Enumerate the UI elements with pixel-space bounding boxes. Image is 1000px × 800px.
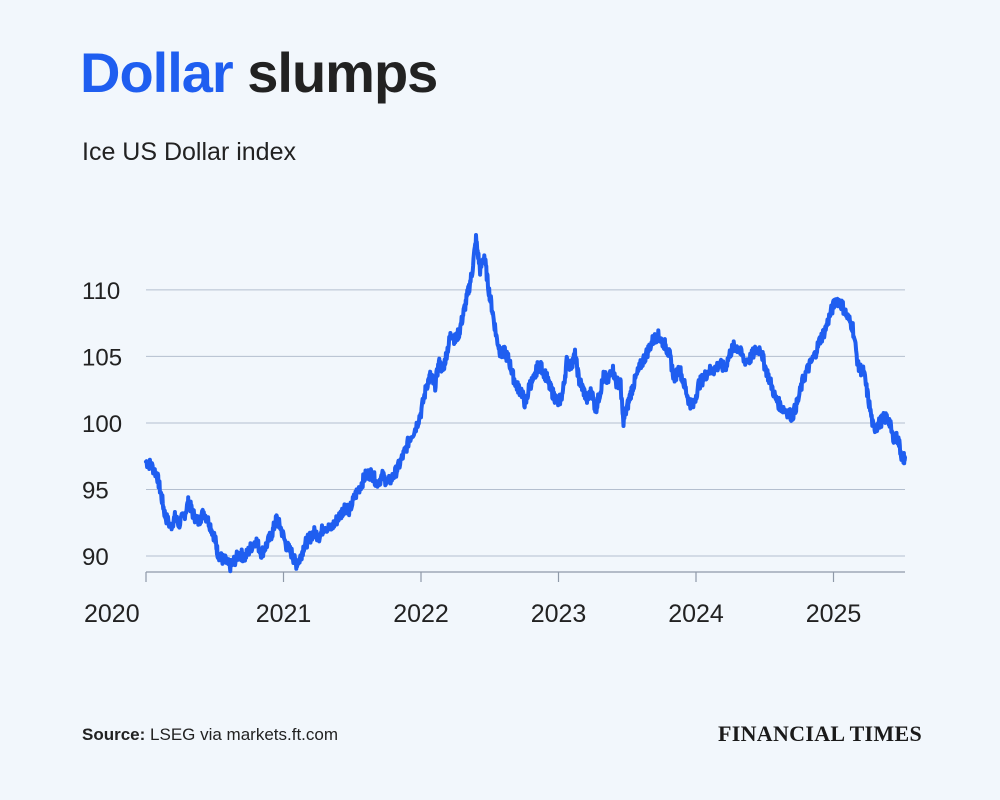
- x-tick-label-2020: 2020: [84, 600, 140, 628]
- source-note: Source: LSEG via markets.ft.com: [82, 725, 338, 745]
- source-label: Source:: [82, 725, 146, 744]
- y-tick-label-90: 90: [82, 544, 109, 571]
- x-tick-label-2024: 2024: [668, 600, 724, 628]
- source-text: LSEG via markets.ft.com: [145, 725, 339, 744]
- y-tick-label-95: 95: [82, 477, 109, 504]
- series-line-dollar-index: [144, 233, 907, 574]
- y-tick-label-100: 100: [82, 411, 122, 438]
- x-tick-label-2022: 2022: [393, 600, 449, 628]
- financial-times-logo: FINANCIAL TIMES: [718, 721, 922, 746]
- title-accent-word: Dollar: [80, 41, 234, 104]
- y-tick-label-110: 110: [82, 278, 120, 305]
- x-tick-label-2021: 2021: [256, 600, 312, 628]
- title-rest-words: slumps: [232, 41, 438, 104]
- x-tick-label-2023: 2023: [531, 600, 587, 628]
- y-tick-label-105: 105: [82, 344, 122, 371]
- chart-title: Dollar slumps: [80, 41, 438, 104]
- chart-subtitle: Ice US Dollar index: [82, 138, 296, 166]
- x-tick-label-2025: 2025: [806, 600, 862, 628]
